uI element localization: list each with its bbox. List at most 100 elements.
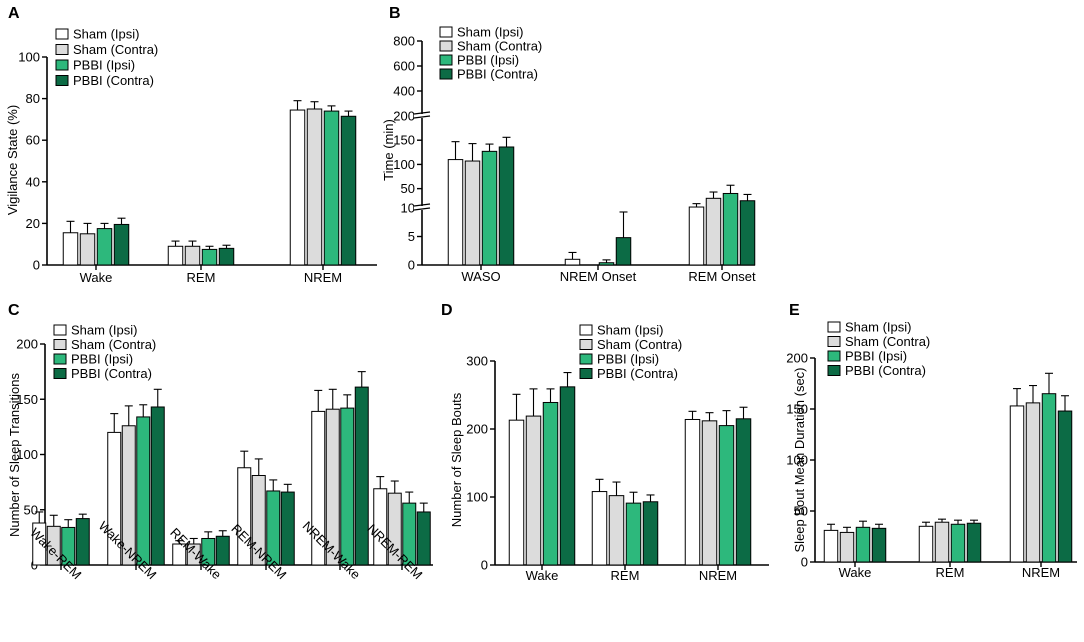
- legend-swatch: [439, 40, 453, 52]
- axis-break-mark: [413, 203, 431, 207]
- panel-b: B Time (min) 0 5 10 50 100 150 200 400 600 800 WAS…: [381, 5, 756, 284]
- bar: [739, 200, 756, 266]
- bar: [684, 418, 701, 566]
- legend-label: PBBI (Ipsi): [71, 352, 133, 367]
- legend-swatch: [827, 365, 841, 376]
- bar: [564, 258, 581, 266]
- bar: [525, 415, 542, 566]
- bar: [608, 495, 625, 566]
- bar: [508, 419, 525, 566]
- y-tick-label: 40: [26, 174, 40, 189]
- x-tick-label: Wake: [80, 270, 113, 285]
- legend-swatch: [53, 353, 67, 365]
- x-tick-label: WASO: [461, 269, 500, 284]
- bar: [184, 245, 201, 266]
- y-tick-label: 600: [393, 59, 415, 74]
- bar: [150, 406, 165, 566]
- x-tick-label: NREM: [699, 568, 737, 583]
- bar: [1025, 402, 1041, 563]
- x-tick-label: REM: [611, 568, 640, 583]
- bar: [340, 407, 355, 566]
- bar: [966, 522, 982, 563]
- legend-label: PBBI (Ipsi): [457, 53, 519, 68]
- bar: [615, 237, 632, 266]
- bar: [855, 526, 871, 563]
- x-tick-label: Wake: [839, 565, 872, 580]
- bar: [542, 401, 559, 566]
- legend-swatch: [579, 339, 593, 350]
- axis-break-gap: [414, 206, 430, 210]
- bar: [688, 206, 705, 266]
- x-tick-label: NREM Onset: [560, 269, 637, 284]
- bar: [642, 501, 659, 566]
- bar: [722, 192, 739, 266]
- legend-label: PBBI (Contra): [71, 366, 152, 381]
- panel-letter: E: [789, 302, 800, 319]
- bar: [705, 197, 722, 266]
- x-tick-label: Wake: [526, 568, 559, 583]
- legend-label: Sham (Contra): [845, 334, 930, 349]
- y-tick-label: 0: [408, 258, 415, 273]
- legend-swatch: [827, 321, 841, 333]
- panel-d: D Number of Sleep Bouts 0 100 200 300 Wake RE…: [441, 302, 769, 583]
- x-tick-label: REM: [936, 565, 965, 580]
- legend-swatch: [439, 26, 453, 38]
- legend-swatch: [579, 324, 593, 336]
- bar: [340, 115, 357, 266]
- panel-letter: D: [441, 302, 453, 319]
- bar: [218, 247, 235, 266]
- legend-label: Sham (Ipsi): [71, 323, 137, 338]
- y-tick-label: 20: [26, 216, 40, 231]
- legend-label: Sham (Contra): [73, 42, 158, 57]
- legend-swatch: [55, 75, 69, 86]
- x-tick-label: REM Onset: [688, 269, 756, 284]
- legend-swatch: [439, 54, 453, 66]
- bar: [934, 521, 950, 563]
- y-tick-label: 0: [33, 258, 40, 273]
- y-tick-label: 200: [466, 422, 488, 437]
- y-tick-label: 150: [393, 133, 415, 148]
- x-tick-label: NREM: [1022, 565, 1060, 580]
- bar: [136, 416, 151, 566]
- legend-label: PBBI (Ipsi): [845, 349, 907, 364]
- legend-swatch: [55, 28, 69, 40]
- bar: [215, 535, 230, 566]
- bar: [354, 386, 369, 566]
- legend-swatch: [579, 353, 593, 365]
- panel-letter: B: [389, 5, 401, 22]
- legend-label: PBBI (Ipsi): [73, 58, 135, 73]
- legend-swatch: [827, 336, 841, 347]
- y-tick-label: 150: [16, 392, 38, 407]
- bar: [1009, 405, 1025, 563]
- panel-letter: A: [8, 5, 20, 22]
- legend-label: Sham (Ipsi): [457, 25, 523, 40]
- y-tick-label: 60: [26, 133, 40, 148]
- bar: [447, 159, 464, 266]
- legend-label: PBBI (Ipsi): [597, 352, 659, 367]
- bar: [481, 150, 498, 266]
- y-tick-label: 0: [801, 555, 808, 570]
- bar: [918, 525, 934, 563]
- y-tick-label: 100: [466, 490, 488, 505]
- legend-swatch: [55, 59, 69, 71]
- bar: [323, 110, 340, 266]
- legend-swatch: [53, 324, 67, 336]
- axis-break-mark: [413, 207, 431, 211]
- legend-label: PBBI (Contra): [457, 67, 538, 82]
- x-tick-label: NREM: [304, 270, 342, 285]
- bar: [598, 262, 615, 266]
- legend-label: PBBI (Contra): [73, 73, 154, 88]
- legend-label: PBBI (Contra): [845, 363, 926, 378]
- axis-break-gap: [414, 114, 430, 118]
- y-axis-label: Number of Sleep Transitions: [7, 372, 22, 537]
- bar: [79, 233, 96, 266]
- legend-label: Sham (Ipsi): [597, 323, 663, 338]
- bar: [498, 146, 515, 266]
- y-tick-label: 50: [794, 504, 808, 519]
- bar: [950, 523, 966, 563]
- y-tick-label: 200: [393, 109, 415, 124]
- bar: [289, 109, 306, 266]
- bar: [701, 420, 718, 566]
- legend-swatch: [53, 339, 67, 350]
